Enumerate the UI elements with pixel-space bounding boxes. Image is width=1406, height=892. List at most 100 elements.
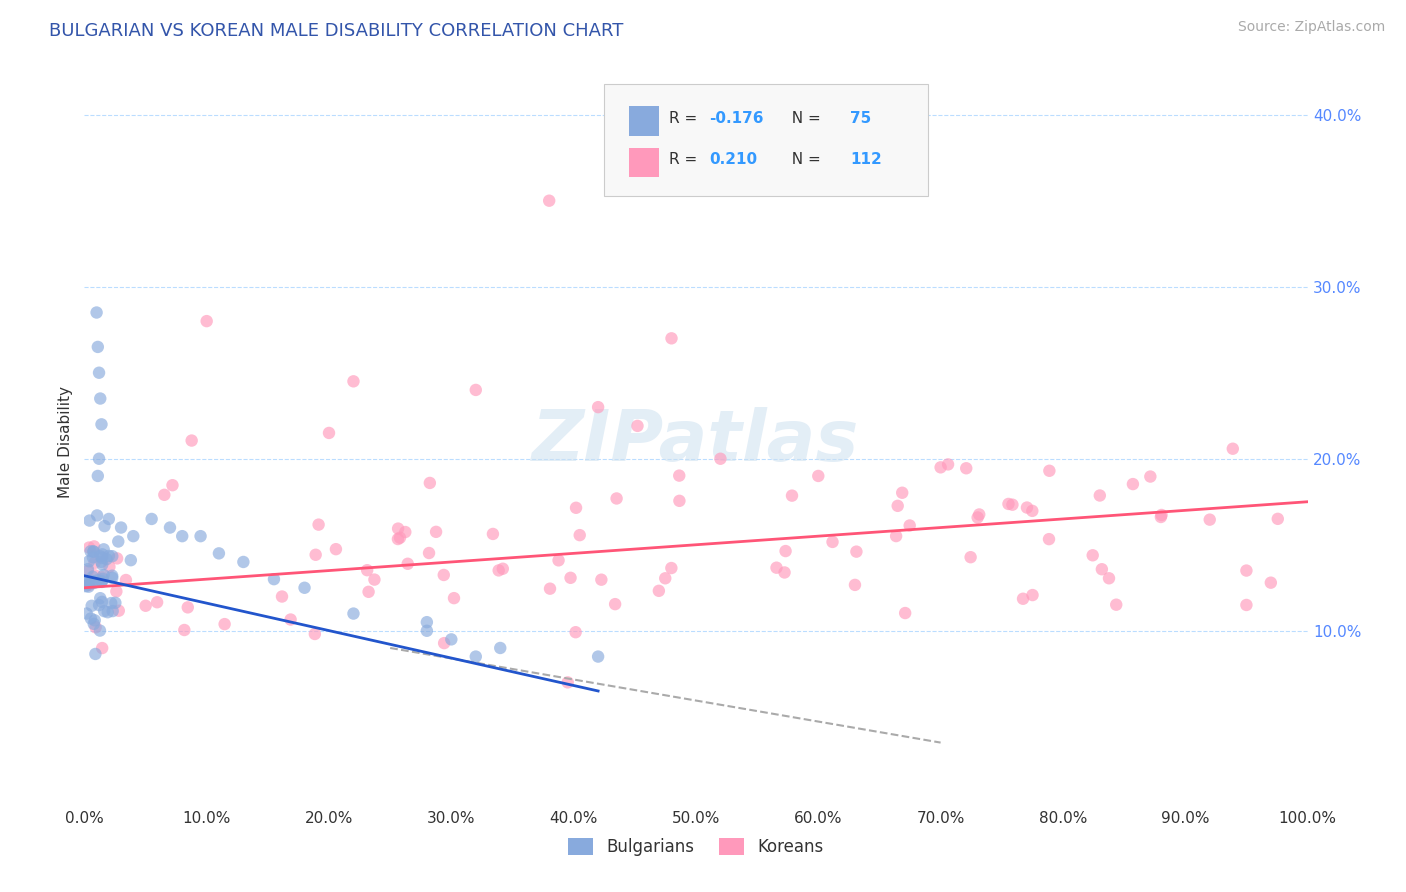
Point xyxy=(84,568,107,582)
Point xyxy=(263,572,285,586)
Point xyxy=(87,366,110,380)
Point xyxy=(76,607,98,621)
Point xyxy=(547,553,569,567)
Point xyxy=(77,580,100,594)
Point xyxy=(104,596,127,610)
Point xyxy=(538,194,561,208)
Point xyxy=(780,489,803,503)
Point xyxy=(80,599,103,613)
Point xyxy=(84,647,107,661)
Point xyxy=(443,591,465,606)
Point xyxy=(1105,598,1128,612)
Point xyxy=(419,475,441,490)
Point xyxy=(807,469,830,483)
Text: 0.210: 0.210 xyxy=(710,153,758,168)
Point xyxy=(1222,442,1244,456)
Point xyxy=(93,568,115,582)
Point xyxy=(91,641,114,656)
Point xyxy=(416,624,439,638)
Point xyxy=(482,527,505,541)
Point xyxy=(1012,591,1035,606)
Point xyxy=(586,400,609,414)
Point xyxy=(97,549,120,563)
Point xyxy=(153,488,176,502)
Point xyxy=(488,563,510,577)
Text: ZIPatlas: ZIPatlas xyxy=(533,407,859,476)
Point xyxy=(82,550,104,565)
Point xyxy=(86,574,108,588)
Point xyxy=(929,460,952,475)
Point xyxy=(162,478,184,492)
Point xyxy=(538,582,561,596)
Point xyxy=(232,555,254,569)
Point xyxy=(83,616,105,631)
Text: 112: 112 xyxy=(851,153,882,168)
Point xyxy=(83,613,105,627)
Point xyxy=(394,524,416,539)
Point xyxy=(661,331,683,345)
Point xyxy=(891,485,914,500)
Point xyxy=(356,563,378,577)
Point xyxy=(80,611,103,625)
Point xyxy=(84,620,107,634)
Text: N =: N = xyxy=(782,112,825,126)
Point xyxy=(83,540,105,554)
Point xyxy=(1198,513,1220,527)
Point xyxy=(433,636,456,650)
Point xyxy=(79,544,101,558)
Point xyxy=(91,547,114,561)
Point xyxy=(173,623,195,637)
Point xyxy=(208,546,231,560)
Point xyxy=(214,617,236,632)
Point xyxy=(93,519,115,533)
Point xyxy=(318,425,340,440)
Point xyxy=(898,518,921,533)
Point xyxy=(89,549,111,564)
Point xyxy=(1038,532,1060,546)
Text: BULGARIAN VS KOREAN MALE DISABILITY CORRELATION CHART: BULGARIAN VS KOREAN MALE DISABILITY CORR… xyxy=(49,22,624,40)
Point xyxy=(388,531,411,545)
Point xyxy=(82,570,104,584)
Point xyxy=(308,517,330,532)
Point xyxy=(1098,571,1121,585)
Point xyxy=(115,573,138,587)
Point xyxy=(90,574,112,588)
Point xyxy=(1150,510,1173,524)
Point xyxy=(97,512,120,526)
Point xyxy=(936,458,959,472)
Point xyxy=(626,418,648,433)
Point xyxy=(709,451,731,466)
Point xyxy=(387,522,409,536)
Point xyxy=(97,605,120,619)
Point xyxy=(1150,508,1173,522)
Point xyxy=(648,583,671,598)
Point xyxy=(190,529,212,543)
Point xyxy=(1260,575,1282,590)
Point xyxy=(966,510,988,524)
Point xyxy=(844,578,866,592)
Point xyxy=(464,649,486,664)
Point xyxy=(89,624,111,638)
Point xyxy=(1139,469,1161,483)
Point xyxy=(606,491,628,506)
Point xyxy=(135,599,157,613)
Point xyxy=(959,550,981,565)
Point xyxy=(884,529,907,543)
Point xyxy=(101,604,124,618)
Point xyxy=(83,556,105,570)
Point xyxy=(1021,504,1043,518)
Point xyxy=(86,508,108,523)
Point xyxy=(492,562,515,576)
Legend: Bulgarians, Koreans: Bulgarians, Koreans xyxy=(561,831,831,863)
Point xyxy=(294,581,316,595)
Point xyxy=(93,604,115,618)
Point xyxy=(159,520,181,534)
Point xyxy=(77,554,100,568)
Point xyxy=(91,570,114,584)
Point xyxy=(177,600,200,615)
Point xyxy=(75,579,97,593)
Point xyxy=(271,590,294,604)
Point xyxy=(1088,488,1111,502)
Point xyxy=(659,561,682,575)
Point xyxy=(605,597,627,611)
